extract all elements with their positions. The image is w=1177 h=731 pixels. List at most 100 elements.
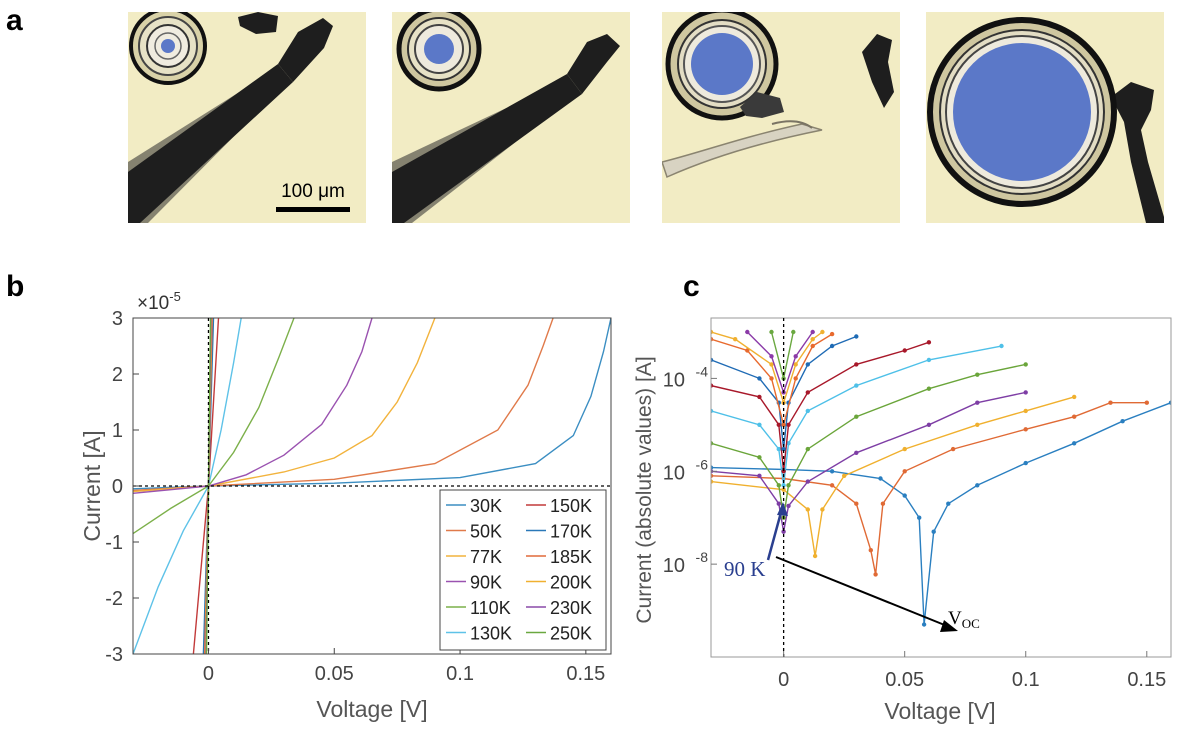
annotation-voc-arrow bbox=[775, 556, 953, 629]
data-point bbox=[926, 340, 932, 345]
legend-label: 170K bbox=[550, 522, 592, 542]
data-point bbox=[711, 479, 714, 484]
data-point bbox=[781, 483, 786, 488]
panel-label-b: b bbox=[6, 270, 25, 303]
axis-ticks: 10 -8 10 -6 10 -4 0 0.05 0.1 0.15 bbox=[663, 363, 1167, 691]
data-point bbox=[829, 483, 835, 488]
series-185K bbox=[711, 331, 835, 428]
data-point bbox=[1023, 408, 1028, 414]
data-point bbox=[769, 329, 774, 335]
series-line-110K bbox=[133, 318, 295, 535]
data-point bbox=[1023, 460, 1028, 466]
data-point bbox=[711, 473, 714, 478]
data-point bbox=[711, 383, 714, 388]
y-tick-label: 0 bbox=[112, 476, 123, 498]
series-line-50K bbox=[133, 318, 554, 492]
x-tick-label: 0.05 bbox=[315, 663, 354, 685]
legend-label: 185K bbox=[550, 547, 592, 567]
data-point bbox=[781, 469, 786, 474]
data-point bbox=[842, 473, 847, 478]
data-point bbox=[711, 408, 714, 414]
y-tick-label: -1 bbox=[105, 532, 123, 554]
series-50K bbox=[711, 400, 1150, 577]
legend-label: 77K bbox=[470, 547, 502, 567]
y-multiplier-label: ×10-5 bbox=[137, 289, 181, 314]
data-point bbox=[1168, 400, 1171, 405]
data-point bbox=[812, 553, 818, 559]
series-line bbox=[711, 396, 1075, 557]
data-point bbox=[793, 354, 798, 359]
x-tick-label: 0 bbox=[778, 669, 789, 691]
legend-label: 30K bbox=[470, 496, 502, 516]
data-point bbox=[829, 469, 835, 474]
data-point bbox=[805, 390, 810, 395]
x-axis-label: Voltage [V] bbox=[316, 696, 427, 722]
data-point bbox=[999, 343, 1004, 349]
annotation-90k-arrowhead bbox=[777, 502, 788, 516]
legend-label: 110K bbox=[470, 598, 511, 618]
x-tick-label: 0.15 bbox=[566, 663, 605, 685]
scale-bar-label: 100 μm bbox=[281, 181, 345, 202]
data-point bbox=[711, 329, 714, 335]
legend-label: 130K bbox=[470, 624, 512, 644]
data-point bbox=[820, 329, 825, 335]
data-point bbox=[769, 376, 774, 381]
data-point bbox=[757, 376, 762, 381]
data-point bbox=[745, 329, 750, 335]
data-point bbox=[776, 422, 781, 427]
data-point bbox=[950, 446, 956, 452]
data-point bbox=[1072, 394, 1077, 400]
data-point bbox=[854, 362, 859, 367]
data-point bbox=[926, 422, 932, 427]
y-tick-exponent: -6 bbox=[696, 456, 709, 472]
data-point bbox=[769, 354, 774, 359]
series-150K bbox=[711, 340, 932, 474]
data-point bbox=[1023, 427, 1028, 432]
data-point bbox=[902, 469, 907, 474]
data-point bbox=[902, 348, 907, 353]
data-point bbox=[793, 362, 798, 367]
x-tick-label: 0.1 bbox=[1012, 669, 1040, 691]
data-point bbox=[776, 483, 781, 488]
plot-frame bbox=[710, 317, 1172, 658]
legend-label: 230K bbox=[550, 598, 592, 618]
micrograph-2 bbox=[392, 12, 630, 223]
data-point bbox=[745, 348, 750, 353]
data-point bbox=[781, 529, 786, 534]
y-tick-label: 3 bbox=[112, 308, 123, 330]
data-point bbox=[926, 357, 932, 363]
axis-ticks: -3 -2 -1 0 1 2 3 0 0.05 0.1 0.15 bbox=[105, 308, 605, 685]
data-point bbox=[781, 422, 786, 427]
panel-label-a: a bbox=[6, 4, 23, 37]
series-line-30K bbox=[133, 318, 611, 490]
micrograph-4 bbox=[926, 12, 1164, 223]
y-tick-label: 1 bbox=[112, 420, 123, 442]
data-point bbox=[921, 622, 927, 627]
y-tick-label: 2 bbox=[112, 364, 123, 386]
data-point bbox=[820, 507, 825, 512]
y-tick-label: 10 bbox=[663, 555, 685, 577]
data-point bbox=[926, 386, 932, 391]
legend: 30K 50K 77K 90K 110K 130K 150K 170K 185K 200K 230K… bbox=[439, 489, 607, 651]
data-point bbox=[854, 414, 859, 419]
data-point bbox=[880, 501, 886, 506]
annotation-90k: 90 K bbox=[724, 557, 765, 581]
data-point bbox=[769, 362, 774, 367]
data-point bbox=[1023, 362, 1028, 367]
series-line-77K bbox=[133, 318, 436, 493]
data-point bbox=[757, 473, 762, 478]
legend-label: 50K bbox=[470, 522, 502, 542]
x-tick-label: 0 bbox=[203, 663, 214, 685]
x-axis-label: Voltage [V] bbox=[884, 698, 995, 724]
data-point bbox=[786, 441, 791, 446]
data-point bbox=[975, 483, 980, 488]
micrograph-1: 100 μm bbox=[128, 12, 366, 223]
data-point bbox=[975, 372, 980, 377]
data-point bbox=[757, 422, 762, 427]
data-point bbox=[791, 329, 796, 335]
x-tick-label: 0.05 bbox=[885, 669, 924, 691]
series-line bbox=[711, 391, 1026, 532]
annotation-voc: VOC bbox=[948, 608, 980, 631]
data-point bbox=[786, 422, 791, 427]
data-point bbox=[793, 376, 798, 381]
